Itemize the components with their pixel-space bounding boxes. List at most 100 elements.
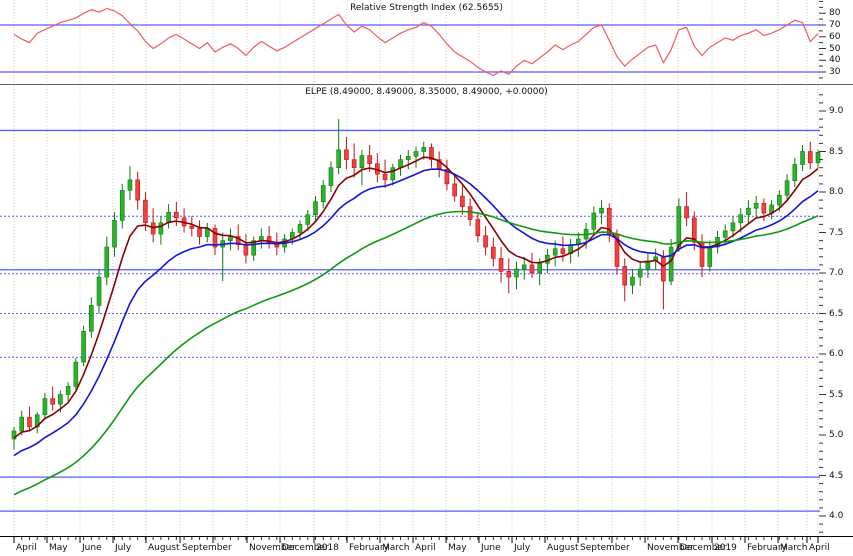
candle-body	[398, 159, 403, 168]
month-label: December	[680, 543, 727, 553]
candle-body	[537, 262, 542, 274]
price-axis-tick-label: 4.5	[829, 470, 844, 481]
month-label: November	[249, 543, 296, 553]
candle-body	[174, 211, 179, 219]
candle-body	[622, 266, 628, 286]
candle-body	[135, 179, 140, 201]
month-label: 2019	[714, 543, 737, 553]
candle-body	[150, 222, 156, 235]
rsi-axis-tick-label: 40	[829, 55, 841, 66]
candle-body	[444, 169, 450, 185]
candle-body	[413, 151, 419, 157]
candle-body	[212, 228, 218, 248]
candle-body	[336, 149, 341, 169]
price-title: ELPE (8.49000, 8.49000, 8.35000, 8.49000…	[305, 87, 548, 97]
candle-body	[746, 207, 751, 215]
price-axis-tick-label: 6.5	[829, 308, 844, 319]
month-label: August	[547, 543, 579, 553]
candle-body	[460, 195, 465, 207]
candle-body	[73, 361, 79, 387]
month-label: March	[780, 543, 808, 553]
price-panel	[0, 86, 826, 536]
price-axis-tick-label: 5.5	[829, 389, 844, 400]
price-axis-tick-label: 6.0	[829, 349, 844, 359]
candle-body	[344, 149, 349, 160]
candle-body	[328, 167, 334, 186]
price-axis-tick-label: 8.5	[829, 146, 844, 157]
candle-body	[684, 206, 689, 219]
month-label: April	[809, 543, 830, 553]
candle-body	[800, 151, 805, 165]
month-label: 2018	[316, 543, 339, 553]
candle-body	[89, 305, 94, 332]
candle-body	[807, 151, 813, 164]
candle-body	[235, 236, 241, 245]
month-label: September	[580, 543, 630, 553]
candle-body	[529, 264, 535, 274]
candle-body	[491, 246, 496, 259]
candle-body	[297, 224, 303, 233]
candle-body	[158, 222, 164, 235]
month-label: November	[647, 543, 694, 553]
candle-body	[251, 240, 256, 256]
candle-body	[119, 190, 125, 221]
candle-body	[65, 386, 71, 395]
candle-body	[506, 271, 512, 278]
candle-body	[753, 203, 759, 209]
candle-body	[143, 199, 148, 224]
candles	[11, 119, 821, 450]
candle-body	[637, 268, 643, 278]
candle-body	[305, 214, 311, 225]
candle-body	[560, 248, 566, 254]
candle-body	[707, 246, 713, 267]
price-axis-tick-label: 4.0	[829, 511, 844, 521]
candle-body	[96, 276, 102, 306]
candle-body	[228, 236, 233, 241]
candle-body	[784, 180, 790, 196]
candle-body	[552, 248, 558, 256]
candle-body	[521, 264, 527, 270]
rsi-panel	[0, 0, 826, 84]
month-label: December	[282, 543, 329, 553]
candle-body	[42, 398, 48, 416]
candle-body	[514, 268, 519, 278]
medium-ma-line	[13, 168, 819, 457]
price-axis-tick-label: 8.0	[829, 187, 844, 197]
candle-body	[645, 260, 651, 270]
price-axis-tick-label: 7.5	[829, 227, 844, 238]
candle-body	[498, 258, 504, 272]
candle-body	[692, 217, 697, 243]
rsi-line	[13, 7, 819, 77]
candle-body	[599, 207, 604, 214]
month-label: July	[514, 543, 531, 553]
month-label: August	[148, 543, 180, 553]
candle-body	[81, 331, 86, 363]
candle-body	[405, 156, 411, 160]
candle-body	[429, 147, 434, 160]
rsi-axis-tick-label: 50	[829, 43, 841, 54]
candle-body	[58, 394, 63, 405]
candle-body	[591, 212, 597, 230]
candle-body	[475, 219, 481, 237]
candle-body	[722, 230, 728, 238]
candle-body	[815, 152, 821, 164]
price-axis-tick-label: 5.0	[829, 430, 844, 440]
candle-body	[367, 155, 372, 164]
candle-body	[761, 203, 767, 214]
candle-body	[661, 256, 666, 282]
candle-body	[390, 167, 396, 181]
slow-ma-line	[13, 210, 819, 496]
fast-ma-line	[13, 156, 819, 439]
candle-body	[197, 228, 202, 237]
candle-body	[127, 179, 133, 191]
candle-body	[777, 194, 782, 206]
candle-body	[630, 276, 635, 286]
rsi-axis-tick-label: 30	[829, 67, 841, 77]
price-axis-tick-label: 7.0	[829, 268, 844, 278]
candle-body	[668, 246, 674, 282]
candle-body	[189, 225, 195, 229]
candle-body	[27, 416, 32, 428]
month-label: May	[49, 543, 68, 553]
month-label: February	[349, 543, 389, 553]
